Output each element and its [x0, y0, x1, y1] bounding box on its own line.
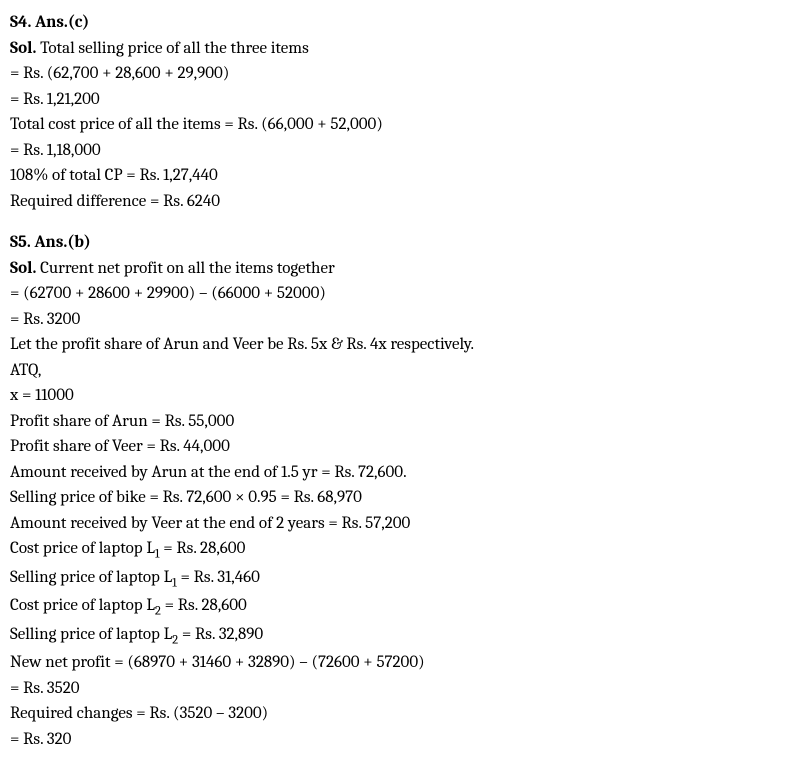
solution-s5: S5. Ans.(b) Sol. Current net profit on a…: [10, 230, 794, 752]
solution-s4: S4. Ans.(c) Sol. Total selling price of …: [10, 10, 794, 214]
s5-line: Amount received by Veer at the end of 2 …: [10, 511, 794, 537]
s5-tail-line: New net profit = (68970 + 31460 + 32890)…: [10, 650, 794, 676]
sol-label: Sol.: [10, 39, 36, 58]
s5-l1-cost: Cost price of laptop L1 = Rs. 28,600: [10, 536, 794, 565]
s5-line: Profit share of Arun = Rs. 55,000: [10, 409, 794, 435]
sol-label: Sol.: [10, 259, 36, 278]
text-part: = Rs. 32,890: [178, 625, 263, 644]
s4-line: = Rs. 1,18,000: [10, 138, 794, 164]
s5-tail-line: Required changes = Rs. (3520 – 3200): [10, 701, 794, 727]
sol-text: Current net profit on all the items toge…: [36, 259, 334, 278]
text-part: = Rs. 28,600: [160, 539, 246, 558]
s5-line: = (62700 + 28600 + 29900) – (66000 + 520…: [10, 281, 794, 307]
s5-tail-line: = Rs. 320: [10, 727, 794, 753]
s5-line: Selling price of bike = Rs. 72,600 × 0.9…: [10, 485, 794, 511]
s4-line: 108% of total CP = Rs. 1,27,440: [10, 163, 794, 189]
s4-line: = Rs. (62,700 + 28,600 + 29,900): [10, 61, 794, 87]
s5-line: x = 11000: [10, 383, 794, 409]
s4-sol-line: Sol. Total selling price of all the thre…: [10, 36, 794, 62]
text-part: Selling price of laptop L: [10, 625, 172, 644]
s5-header: S5. Ans.(b): [10, 230, 794, 256]
sol-text: Total selling price of all the three ite…: [36, 39, 308, 58]
s5-line: = Rs. 3200: [10, 307, 794, 333]
s5-l2-sell: Selling price of laptop L2 = Rs. 32,890: [10, 622, 794, 651]
s5-line: Let the profit share of Arun and Veer be…: [10, 332, 794, 358]
text-part: Cost price of laptop L: [10, 596, 155, 615]
s4-header: S4. Ans.(c): [10, 10, 794, 36]
s5-line: Profit share of Veer = Rs. 44,000: [10, 434, 794, 460]
s5-l2-cost: Cost price of laptop L2 = Rs. 28,600: [10, 593, 794, 622]
s4-line: Total cost price of all the items = Rs. …: [10, 112, 794, 138]
text-part: = Rs. 31,460: [177, 568, 260, 587]
s5-line: ATQ,: [10, 358, 794, 384]
s4-line: = Rs. 1,21,200: [10, 87, 794, 113]
s5-tail-line: = Rs. 3520: [10, 676, 794, 702]
s4-line: Required difference = Rs. 6240: [10, 189, 794, 215]
s5-l1-sell: Selling price of laptop L1 = Rs. 31,460: [10, 565, 794, 594]
text-part: Selling price of laptop L: [10, 568, 172, 587]
text-part: = Rs. 28,600: [161, 596, 247, 615]
s5-line: Amount received by Arun at the end of 1.…: [10, 460, 794, 486]
text-part: Cost price of laptop L: [10, 539, 155, 558]
s5-sol-line: Sol. Current net profit on all the items…: [10, 256, 794, 282]
